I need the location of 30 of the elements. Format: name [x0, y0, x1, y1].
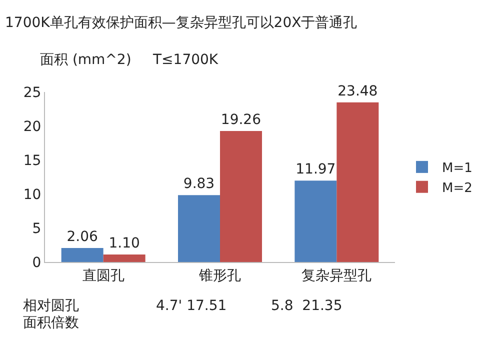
bar: [61, 248, 104, 262]
text: 相对圆孔: [23, 298, 79, 314]
legend-label: M=2: [442, 180, 472, 196]
data-label: 11.97: [296, 162, 336, 178]
text: T≤1700K: [152, 52, 219, 68]
y-tick-label: 15: [23, 152, 42, 169]
y-tick-label: 10: [23, 186, 42, 203]
bar: [336, 102, 379, 262]
data-label: 9.83: [183, 176, 215, 192]
bar: [294, 180, 337, 262]
bar: [220, 131, 262, 262]
bar: [178, 195, 220, 262]
text: 5.8 21.35: [271, 298, 342, 314]
bar: [103, 254, 146, 262]
y-tick-label: 20: [23, 118, 42, 135]
legend-label: M=1: [442, 161, 472, 176]
data-label: 2.06: [66, 228, 98, 245]
y-tick-label: 5: [32, 220, 42, 237]
y-tick-label: 25: [23, 84, 42, 101]
text: 面积倍数: [23, 315, 79, 331]
text: 4.7' 17.51: [156, 298, 227, 314]
data-label: 23.48: [338, 83, 378, 100]
y-axis-title: 面积 (mm^2): [40, 52, 132, 68]
x-tick-label: 锥形孔: [198, 268, 241, 284]
y-tick-label: 0: [32, 254, 42, 271]
x-tick-label: 直圆孔: [82, 268, 124, 284]
chart-title: 1700K单孔有效保护面积—复杂异型孔可以20X于普通孔: [5, 14, 358, 31]
x-tick-label: 复杂异型孔: [302, 268, 372, 284]
data-label: 19.26: [220, 112, 262, 128]
data-label: 1.10: [108, 236, 140, 252]
